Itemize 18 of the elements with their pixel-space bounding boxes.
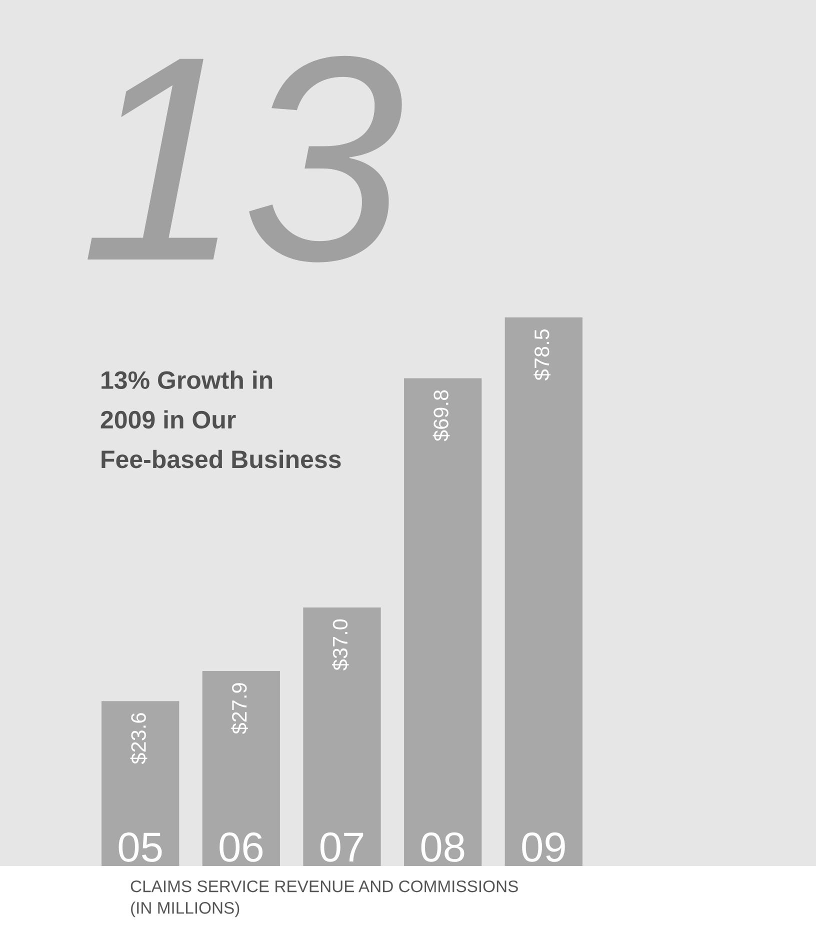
data-label: $27.9 [231,683,248,734]
data-label: $69.8 [432,390,450,442]
x-tick-label: 08 [421,832,464,862]
x-tick-label: 09 [522,832,565,862]
text: 13 [88,56,402,262]
bar [504,317,582,866]
data-label: $23.6 [130,713,148,764]
bar [202,671,280,866]
x-tick-label: 06 [220,832,263,862]
x-tick-label: 05 [118,832,162,862]
x-tick-label: 07 [320,832,364,862]
bar [102,701,180,866]
bar [404,378,482,866]
text: CLAIMS SERVICE REVENUE AND COMMISSIONS (IN MILLIONS) [130,880,518,918]
data-label: $37.0 [332,619,349,670]
data-label: $78.5 [534,329,550,380]
bar [303,607,381,866]
text: 13% Growth in 2009 in Our Fee-based Business [100,370,341,468]
